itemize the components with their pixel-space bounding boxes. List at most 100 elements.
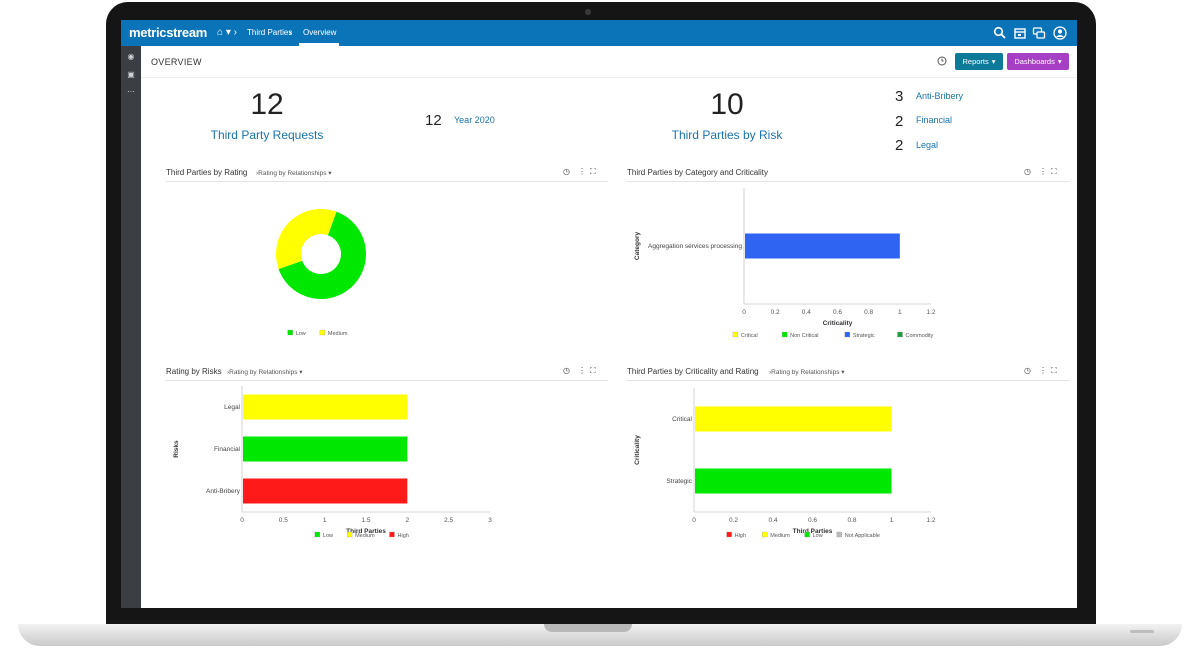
chevron-down-icon: ▾ [1057,57,1062,66]
legend-label: High [735,533,746,539]
x-axis-title: Third Parties [793,528,833,535]
panel-title-category: Third Parties by Category and Criticalit… [627,168,768,177]
legend-swatch [844,331,851,338]
laptop-notch [544,624,632,632]
rating-donut-chart: Low Medium [276,209,366,337]
more-vertical-icon[interactable]: ⋮ [1039,167,1047,176]
reports-button-label: Reports [962,57,989,66]
legend-label: Medium [355,533,375,539]
rating-by-relationships-dropdown[interactable]: ›Rating by Relationships ▾ [227,369,303,376]
rating-by-relationships-dropdown[interactable]: ›Rating by Relationships ▾ [256,170,332,177]
globe-icon[interactable]: ◉ [127,52,135,61]
category-label: Strategic [666,478,692,485]
x-tick-label: 1 [890,517,894,524]
legend-swatch [346,531,353,538]
page-title: OVERVIEW [151,57,202,67]
breadcrumb-overview[interactable]: Overview [303,28,337,37]
clock-icon[interactable]: ◷ [563,366,570,375]
legend-label: Not Applicable [845,533,880,539]
kpi-year-label[interactable]: Year 2020 [454,115,495,125]
legend-swatch [726,531,732,538]
kpi-year-value: 12 [425,112,442,129]
top-nav-bar: metricstream ⌂ ▾ › Third Parties › Overv… [121,20,1077,46]
laptop-base [18,624,1182,646]
breadcrumb-third-parties[interactable]: Third Parties [247,28,293,37]
more-vertical-icon[interactable]: ⋮ [578,366,586,375]
expand-icon[interactable]: ⛶ [590,366,596,375]
dashboards-button[interactable]: Dashboards ▾ [1007,53,1069,70]
app-screen: metricstream ⌂ ▾ › Third Parties › Overv… [121,20,1077,608]
legend-label: Strategic [853,333,875,339]
y-axis-title: Risks [173,440,180,458]
more-vertical-icon[interactable]: ⋮ [578,167,586,176]
criticality-bar-chart: 0 0.2 0.4 0.6 0.8 1 1.2 Third Parties Criticalit… [634,388,936,539]
donut-slice-low [278,211,366,299]
bar-strategic [695,468,892,494]
legend-swatch [762,531,768,538]
legend-swatch [314,531,321,538]
kpi-requests-label[interactable]: Third Party Requests [210,128,324,142]
legend-swatch [319,329,326,336]
clock-icon[interactable]: ◷ [1024,167,1031,176]
legend-label: Medium [328,331,348,337]
more-vertical-icon[interactable]: ⋮ [1039,366,1047,375]
webcam [585,9,591,15]
rating-by-relationships-dropdown[interactable]: ›Rating by Relationships ▾ [769,369,845,376]
x-axis-title: Criticality [823,320,853,327]
expand-icon[interactable]: ⛶ [1051,167,1057,176]
clock-icon[interactable]: ◷ [1024,366,1031,375]
risk-count: 2 [895,137,904,154]
kpi-requests-value: 12 [250,88,284,121]
home-icon[interactable]: ⌂ ▾ › [217,27,237,38]
calendar-icon[interactable] [1013,26,1027,40]
legend-swatch [781,331,788,338]
bar-anti-bribery [243,478,408,504]
search-icon[interactable] [993,26,1007,40]
kpi-risk-label[interactable]: Third Parties by Risk [671,128,783,142]
y-axis-title: Category [634,232,641,261]
panel-divider [166,380,608,381]
expand-icon[interactable]: ⛶ [590,167,596,176]
x-tick-label: 0.6 [808,517,817,524]
legend-swatch [287,329,293,336]
reports-button[interactable]: Reports ▾ [955,53,1003,70]
category-label: Aggregation services processing [648,243,742,250]
risk-label-anti-bribery[interactable]: Anti-Bribery [916,91,964,101]
x-tick-label: 3 [488,517,492,524]
breadcrumb-separator-icon: › [289,28,292,37]
risk-label-legal[interactable]: Legal [916,140,939,150]
chevron-down-icon: ▾ [991,57,996,66]
chat-icon[interactable] [1032,26,1046,40]
dropdown-label: Rating by Relationships [771,369,840,376]
x-tick-label: 0 [692,517,696,524]
risks-bar-chart: 0 0.5 1 1.5 2 2.5 3 Third Parties Risks Legal Fina… [173,386,492,539]
dashboard-content: 12 Third Party Requests 12 Year 2020 10 … [141,78,1077,608]
y-axis-title: Criticality [634,435,641,465]
panel-divider [166,181,608,182]
bar-legal [243,394,408,420]
panel-title-risks: Rating by Risks [166,367,222,376]
clock-icon[interactable]: ◷ [563,167,570,176]
legend-label: High [398,533,409,539]
panel-title-rating: Third Parties by Rating [166,168,248,177]
bar-financial [243,436,408,462]
app-logo[interactable]: metricstream [129,25,208,40]
user-avatar-icon[interactable] [1053,26,1067,40]
risk-label-financial[interactable]: Financial [916,115,953,125]
x-tick-label: 0.6 [833,309,842,316]
x-tick-label: 2.5 [444,517,453,524]
expand-icon[interactable]: ⛶ [1051,366,1057,375]
x-tick-label: 0 [240,517,244,524]
legend-swatch [836,531,842,538]
more-icon[interactable]: ⋯ [127,87,135,96]
legend-label: Commodity [906,333,934,339]
kpi-risk-value: 10 [710,88,744,121]
x-tick-label: 1 [898,309,902,316]
x-tick-label: 0.2 [771,309,780,316]
clock-icon[interactable] [937,56,947,66]
bar-aggregation-services-processing [745,233,900,259]
category-label: Anti-Bribery [206,488,241,495]
layers-icon[interactable]: ▣ [127,70,135,79]
x-tick-label: 1.2 [926,517,935,524]
x-tick-label: 0.4 [802,309,811,316]
